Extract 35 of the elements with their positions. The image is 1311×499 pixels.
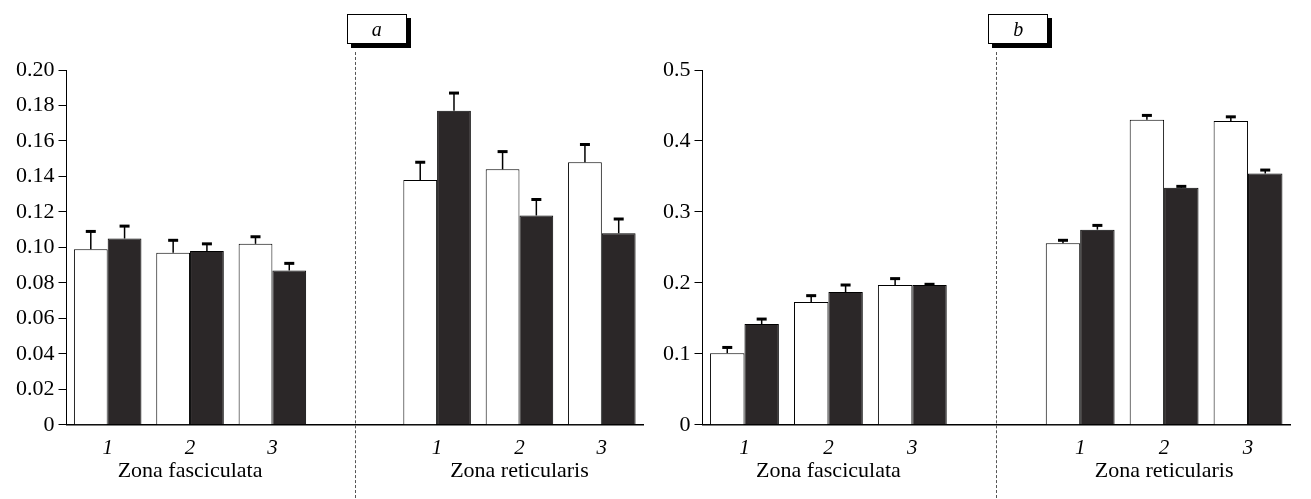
y-tick-label: 0.06 bbox=[16, 304, 55, 330]
y-tick-label: 0.12 bbox=[16, 197, 55, 223]
y-tick-label: 0.5 bbox=[663, 55, 691, 81]
x-tick-label: 1 bbox=[431, 434, 443, 459]
x-tick-label: 2 bbox=[184, 434, 196, 459]
x-tick-label: 1 bbox=[1074, 434, 1086, 459]
y-tick-label: 0.2 bbox=[663, 268, 691, 294]
y-tick-label: 0.3 bbox=[663, 197, 691, 223]
y-tick-label: 0.4 bbox=[663, 126, 691, 152]
text: Zona fasciculata bbox=[756, 456, 901, 482]
text: Zona fasciculata bbox=[117, 456, 263, 482]
text: Zona reticularis bbox=[450, 456, 589, 482]
y-tick-label: 0.02 bbox=[16, 375, 55, 401]
y-tick-label: 0.1 bbox=[663, 339, 691, 365]
x-tick-label: 2 bbox=[1158, 434, 1170, 459]
y-tick-label: 0.10 bbox=[16, 233, 55, 259]
y-tick-label: 0.14 bbox=[16, 162, 55, 188]
y-tick-label: 0.20 bbox=[16, 55, 55, 81]
chart-title: b bbox=[1013, 17, 1024, 41]
x-tick-label: 3 bbox=[906, 434, 918, 459]
y-tick-label: 0.04 bbox=[16, 339, 55, 365]
y-tick-label: 0.08 bbox=[16, 268, 55, 294]
y-tick-label: 0.18 bbox=[16, 91, 55, 117]
x-tick-label: 2 bbox=[823, 434, 835, 459]
x-tick-label: 1 bbox=[102, 434, 113, 459]
x-tick-label: 3 bbox=[266, 434, 278, 459]
x-tick-label: 3 bbox=[1241, 434, 1254, 459]
x-tick-label: 1 bbox=[739, 434, 750, 459]
y-tick-label: 0 bbox=[679, 410, 691, 436]
chart-title: a bbox=[371, 17, 382, 41]
y-tick-label: 0.16 bbox=[16, 126, 55, 152]
x-tick-label: 2 bbox=[514, 434, 526, 459]
text: Zona reticularis bbox=[1094, 456, 1234, 482]
x-tick-label: 3 bbox=[595, 434, 608, 459]
y-tick-label: 0 bbox=[43, 410, 55, 436]
